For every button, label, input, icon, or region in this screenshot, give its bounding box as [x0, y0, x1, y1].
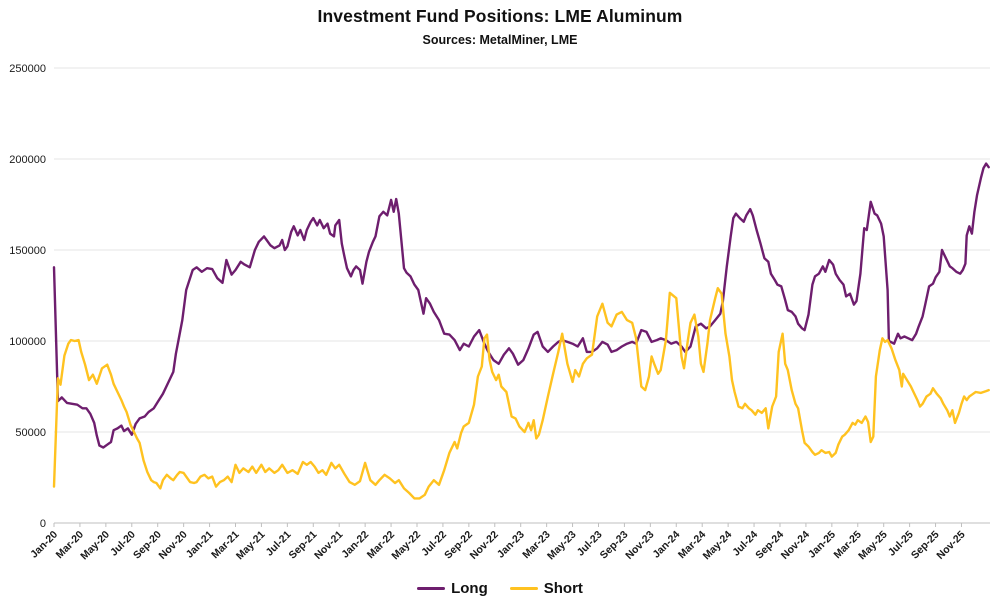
legend-item-long: Long	[417, 580, 488, 597]
x-axis-tick-label: Nov-20	[157, 529, 190, 562]
legend-label-long: Long	[451, 580, 488, 597]
y-axis-tick-label: 100000	[9, 336, 46, 348]
long-line-swatch-icon	[417, 586, 446, 591]
y-axis-tick-label: 200000	[9, 154, 46, 166]
short-line-swatch-icon	[509, 586, 538, 591]
x-axis-tick-label: Nov-24	[779, 529, 812, 562]
x-axis-tick-label: Nov-21	[312, 529, 345, 562]
x-axis-tick-label: Jan-24	[650, 529, 682, 561]
x-axis-tick-label: Jan-20	[28, 529, 60, 561]
long-series-line	[52, 162, 990, 449]
x-axis-tick-label: Nov-25	[934, 529, 967, 562]
x-axis-tick-label: May-25	[856, 529, 890, 563]
y-axis-tick-label: 50000	[15, 427, 46, 439]
chart-subtitle: Sources: MetalMiner, LME	[422, 33, 578, 47]
x-axis-tick-label: Jan-22	[339, 529, 371, 561]
x-axis-tick-label: Nov-22	[468, 529, 501, 562]
legend-label-short: Short	[543, 580, 583, 597]
y-axis-tick-label: 150000	[9, 245, 46, 257]
short-series-line	[52, 287, 990, 500]
x-axis-tick-label: May-20	[78, 529, 112, 563]
x-axis-tick-label: Jan-25	[806, 529, 838, 561]
x-axis-tick-label: Jan-23	[495, 529, 527, 561]
x-axis-tick-label: May-23	[545, 529, 579, 563]
x-axis-tick-label: May-21	[234, 529, 268, 563]
x-axis-tick-label: Nov-23	[623, 529, 656, 562]
chart-title: Investment Fund Positions: LME Aluminum	[317, 6, 683, 26]
legend: Long Short	[0, 580, 1000, 597]
x-axis-tick-label: Jan-21	[184, 529, 216, 561]
legend-item-short: Short	[509, 580, 583, 597]
x-axis-tick-label: May-24	[701, 529, 735, 563]
y-axis-tick-label: 250000	[9, 63, 46, 75]
x-axis-tick-label: May-22	[389, 529, 423, 563]
y-axis-tick-label: 0	[40, 518, 46, 530]
